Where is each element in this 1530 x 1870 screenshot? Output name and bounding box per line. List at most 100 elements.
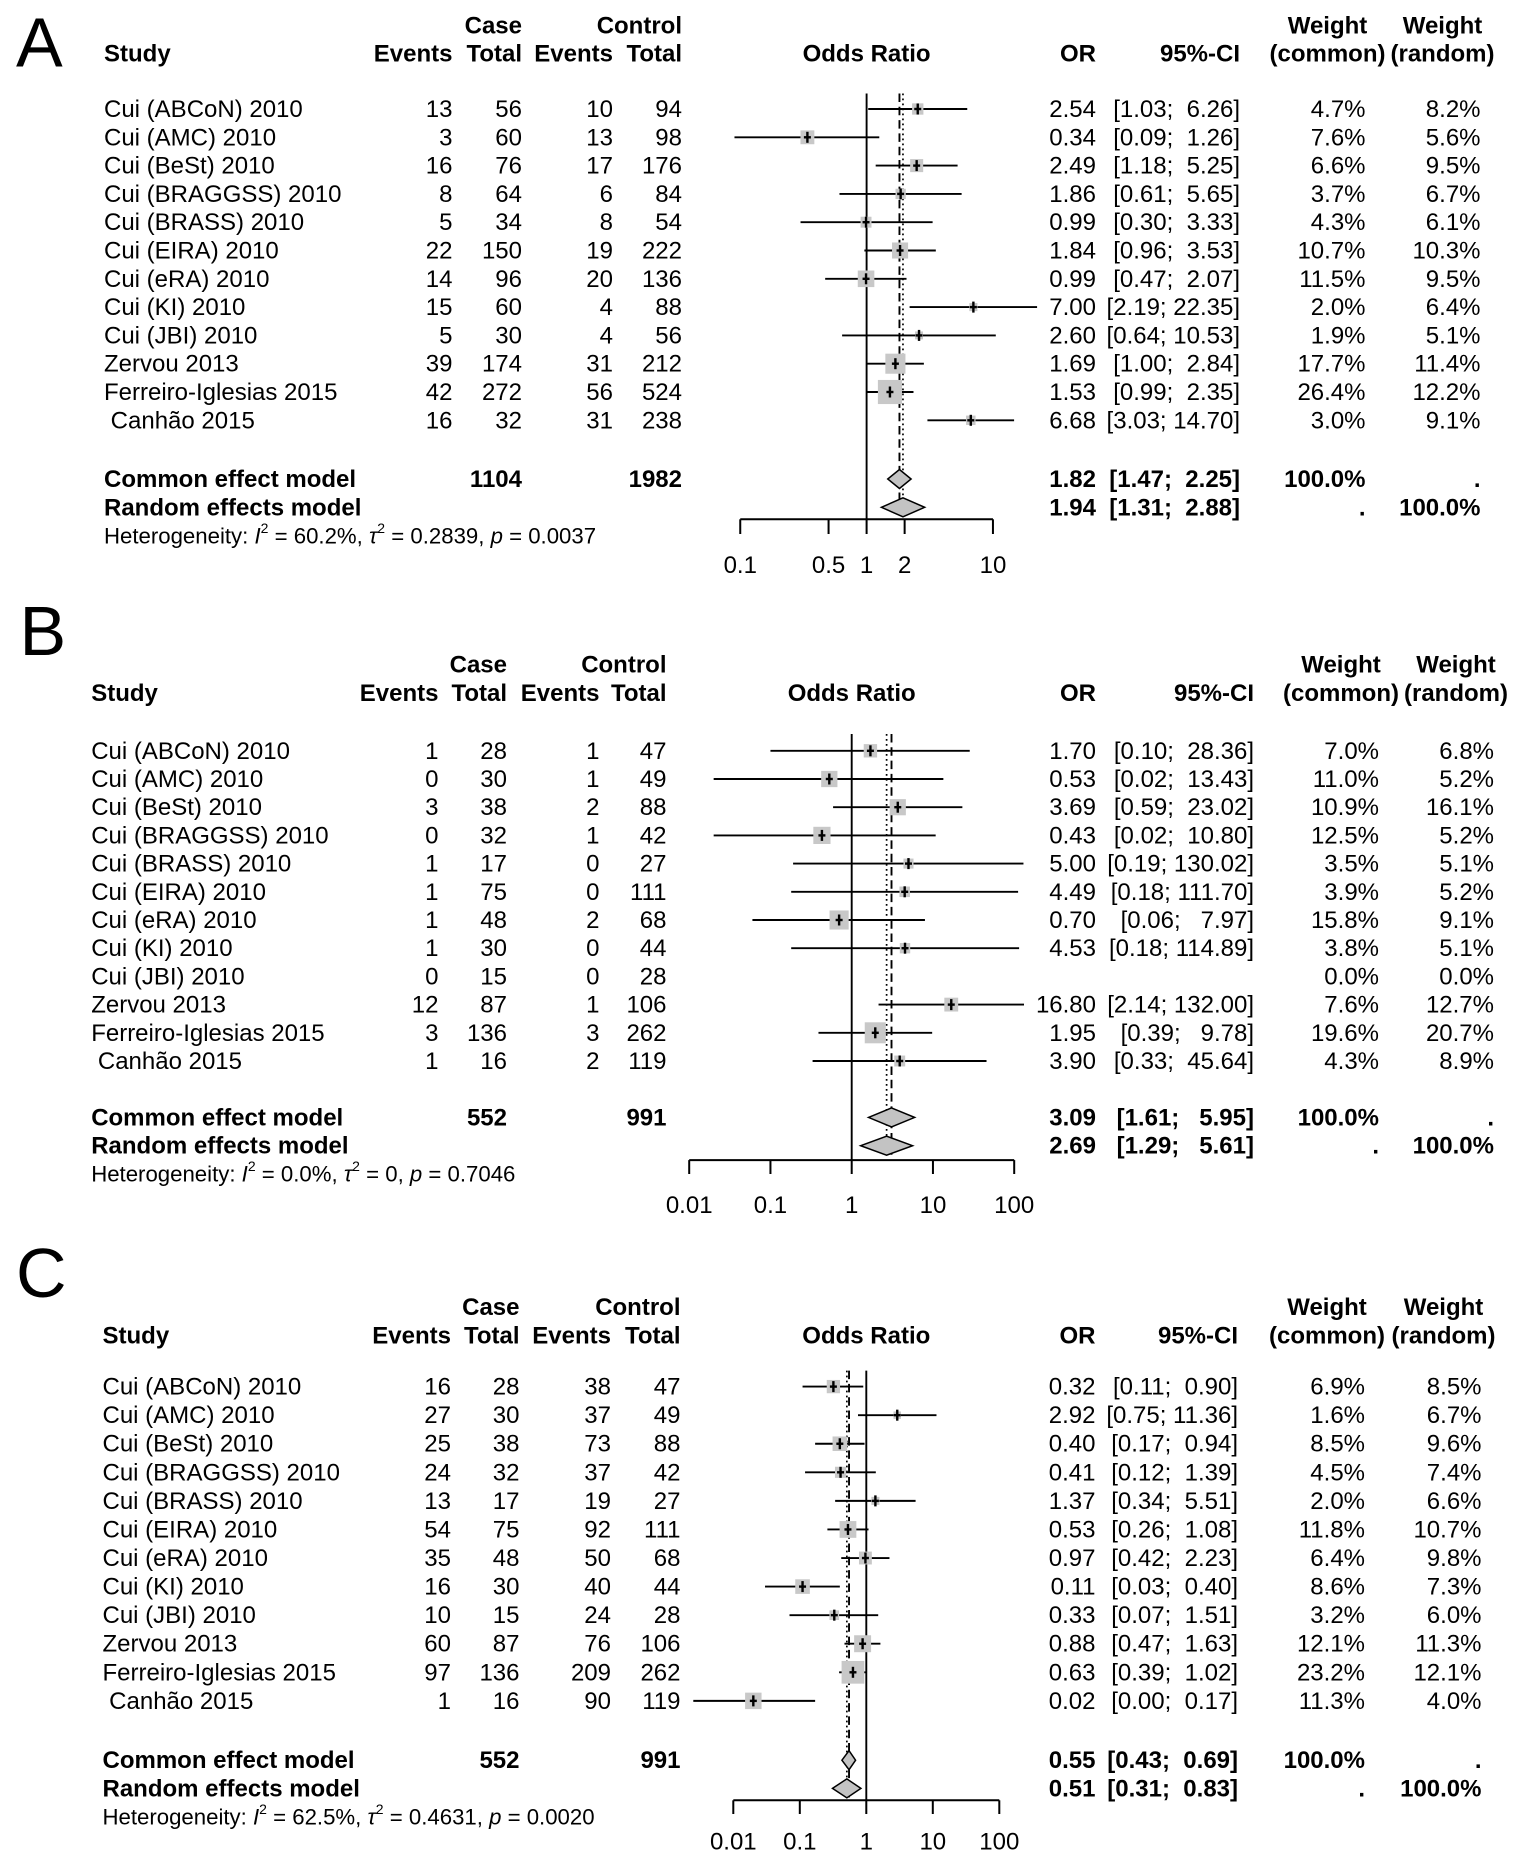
svg-text:Odds Ratio: Odds Ratio: [802, 1322, 930, 1349]
svg-text:552: 552: [467, 1104, 507, 1131]
svg-text:97: 97: [424, 1659, 451, 1686]
svg-text:1: 1: [425, 879, 438, 906]
svg-text:56: 56: [586, 379, 613, 406]
svg-text:76: 76: [584, 1631, 611, 1658]
svg-text:4.49: 4.49: [1049, 879, 1096, 906]
svg-text:5.00: 5.00: [1049, 851, 1096, 878]
svg-text:[1.61; 5.95]: [1.61; 5.95]: [1117, 1104, 1254, 1131]
svg-text:1.84: 1.84: [1049, 238, 1096, 265]
svg-text:28: 28: [640, 963, 667, 990]
svg-text:Events: Events: [360, 680, 439, 707]
svg-text:1982: 1982: [629, 466, 682, 493]
svg-text:Zervou 2013: Zervou 2013: [91, 992, 226, 1019]
svg-text:0.51: 0.51: [1049, 1775, 1096, 1802]
svg-text:12.7%: 12.7%: [1426, 992, 1494, 1019]
svg-text:6: 6: [600, 181, 613, 208]
svg-text:119: 119: [628, 1048, 666, 1075]
svg-text:0.1: 0.1: [754, 1192, 787, 1219]
svg-text:8.2%: 8.2%: [1426, 96, 1481, 123]
svg-text:5.1%: 5.1%: [1439, 851, 1494, 878]
svg-text:0.70: 0.70: [1049, 907, 1096, 934]
svg-text:2.49: 2.49: [1049, 153, 1096, 180]
svg-text:100.0%: 100.0%: [1413, 1133, 1494, 1160]
svg-text:Cui (AMC) 2010: Cui (AMC) 2010: [104, 124, 276, 151]
svg-text:0.0%: 0.0%: [1439, 963, 1494, 990]
svg-text:16.1%: 16.1%: [1426, 794, 1494, 821]
svg-text:Cui (eRA) 2010: Cui (eRA) 2010: [91, 907, 256, 934]
svg-text:0: 0: [425, 963, 438, 990]
svg-text:2.69: 2.69: [1049, 1133, 1096, 1160]
svg-text:47: 47: [640, 738, 667, 765]
svg-text:1: 1: [425, 851, 438, 878]
svg-text:176: 176: [642, 153, 682, 180]
svg-text:Canhão 2015: Canhão 2015: [91, 1048, 242, 1075]
svg-text:19: 19: [584, 1488, 611, 1515]
svg-text:Events: Events: [521, 680, 600, 707]
svg-text:6.7%: 6.7%: [1426, 181, 1481, 208]
svg-text:42: 42: [426, 379, 453, 406]
svg-text:[0.17; 0.94]: [0.17; 0.94]: [1111, 1431, 1238, 1458]
svg-text:Common effect model: Common effect model: [91, 1104, 343, 1131]
svg-text:Canhão 2015: Canhão 2015: [103, 1688, 254, 1715]
svg-text:12: 12: [412, 992, 439, 1019]
svg-text:50: 50: [584, 1545, 611, 1572]
svg-text:9.1%: 9.1%: [1439, 907, 1494, 934]
svg-text:0.63: 0.63: [1049, 1659, 1096, 1686]
svg-text:Cui (JBI) 2010: Cui (JBI) 2010: [91, 963, 244, 990]
svg-text:88: 88: [640, 794, 667, 821]
svg-text:Cui (AMC) 2010: Cui (AMC) 2010: [91, 766, 263, 793]
svg-text:10.7%: 10.7%: [1413, 1516, 1481, 1543]
svg-text:2.54: 2.54: [1049, 96, 1096, 123]
svg-text:[0.30; 3.33]: [0.30; 3.33]: [1113, 209, 1240, 236]
svg-text:(random): (random): [1404, 680, 1508, 707]
svg-text:Weight: Weight: [1404, 1294, 1484, 1321]
svg-text:111: 111: [630, 879, 666, 906]
svg-text:75: 75: [480, 879, 507, 906]
svg-text:991: 991: [626, 1104, 666, 1131]
svg-text:552: 552: [479, 1747, 519, 1774]
svg-text:7.4%: 7.4%: [1427, 1459, 1482, 1486]
svg-text:47: 47: [654, 1374, 681, 1401]
svg-text:(common): (common): [1269, 1322, 1385, 1349]
svg-text:12.1%: 12.1%: [1297, 1631, 1365, 1658]
svg-text:5.2%: 5.2%: [1439, 766, 1494, 793]
svg-text:32: 32: [493, 1459, 520, 1486]
svg-text:0.55: 0.55: [1049, 1747, 1096, 1774]
svg-text:38: 38: [480, 794, 507, 821]
svg-text:0: 0: [586, 935, 599, 962]
svg-text:1.53: 1.53: [1049, 379, 1096, 406]
svg-text:[0.00; 0.17]: [0.00; 0.17]: [1111, 1688, 1238, 1715]
svg-text:49: 49: [640, 766, 667, 793]
svg-text:1.70: 1.70: [1049, 738, 1096, 765]
svg-text:(common): (common): [1270, 41, 1386, 68]
svg-text:136: 136: [467, 1020, 507, 1047]
svg-text:2.0%: 2.0%: [1311, 294, 1366, 321]
svg-text:Cui (ABCoN) 2010: Cui (ABCoN) 2010: [104, 96, 303, 123]
svg-text:3.69: 3.69: [1049, 794, 1096, 821]
svg-text:0.41: 0.41: [1049, 1459, 1096, 1486]
svg-text:4.3%: 4.3%: [1311, 209, 1366, 236]
svg-text:11.8%: 11.8%: [1299, 1516, 1365, 1543]
svg-text:25: 25: [424, 1431, 451, 1458]
svg-text:1: 1: [586, 822, 599, 849]
svg-text:0.88: 0.88: [1049, 1631, 1096, 1658]
svg-text:23.2%: 23.2%: [1297, 1659, 1365, 1686]
svg-text:8.9%: 8.9%: [1439, 1048, 1494, 1075]
svg-text:0.99: 0.99: [1049, 209, 1096, 236]
svg-text:54: 54: [655, 209, 682, 236]
svg-text:100.0%: 100.0%: [1298, 1104, 1379, 1131]
svg-text:11.4%: 11.4%: [1414, 351, 1480, 378]
svg-text:174: 174: [482, 351, 522, 378]
svg-text:10.9%: 10.9%: [1311, 794, 1379, 821]
svg-text:[0.75; 11.36]: [0.75; 11.36]: [1106, 1402, 1238, 1429]
svg-text:Common effect model: Common effect model: [104, 466, 356, 493]
svg-text:13: 13: [586, 124, 613, 151]
svg-text:[0.02; 10.80]: [0.02; 10.80]: [1114, 822, 1254, 849]
svg-text:3.2%: 3.2%: [1310, 1602, 1365, 1629]
svg-text:13: 13: [424, 1488, 451, 1515]
svg-text:16.80: 16.80: [1036, 992, 1096, 1019]
svg-text:[1.00; 2.84]: [1.00; 2.84]: [1113, 351, 1240, 378]
svg-text:0.40: 0.40: [1049, 1431, 1096, 1458]
svg-text:88: 88: [655, 294, 682, 321]
svg-text:1: 1: [586, 766, 599, 793]
